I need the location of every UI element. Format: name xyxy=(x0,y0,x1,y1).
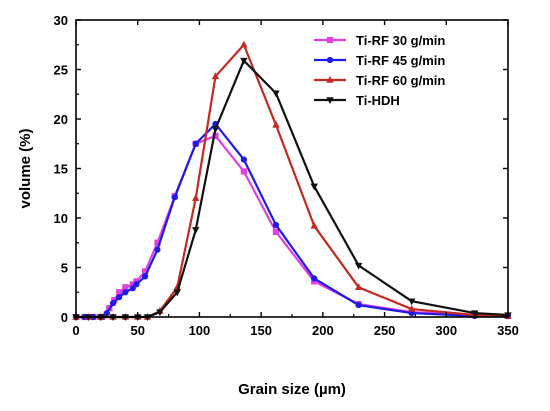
y-tick-label: 5 xyxy=(61,261,68,276)
data-point xyxy=(192,227,200,234)
series-ti-rf-30-g-min xyxy=(72,132,512,321)
data-point xyxy=(171,194,178,201)
data-point xyxy=(240,40,248,48)
x-axis-title: Grain size (µm) xyxy=(238,381,346,398)
y-tick-label: 30 xyxy=(54,13,68,28)
legend-item: Ti-RF 30 g/min xyxy=(314,33,445,48)
data-point xyxy=(272,221,280,229)
data-point xyxy=(211,126,220,133)
data-point xyxy=(122,289,129,296)
data-point xyxy=(354,283,363,291)
x-tick-label: 250 xyxy=(374,323,396,338)
data-point xyxy=(129,285,136,292)
legend-label: Ti-RF 60 g/min xyxy=(356,73,445,88)
data-point xyxy=(240,168,247,175)
y-tick-label: 25 xyxy=(54,63,68,78)
data-point xyxy=(272,120,280,128)
data-point xyxy=(354,262,363,270)
data-point xyxy=(133,281,140,288)
y-tick-label: 20 xyxy=(54,112,68,127)
series-line xyxy=(76,122,508,319)
data-point xyxy=(355,302,362,309)
data-point xyxy=(192,194,200,201)
data-point xyxy=(272,90,280,98)
legend: Ti-RF 30 g/min Ti-RF 45 g/min Ti-RF 60 g/m… xyxy=(314,33,445,108)
data-point xyxy=(142,273,149,280)
data-point xyxy=(156,309,164,317)
legend-marker xyxy=(326,56,334,64)
data-point xyxy=(109,300,117,307)
series-layer xyxy=(72,40,512,322)
x-tick-label: 150 xyxy=(250,323,272,338)
data-point xyxy=(470,310,479,318)
x-tick-label: 50 xyxy=(130,323,144,338)
y-axis-title: volume (%) xyxy=(17,128,34,208)
data-point xyxy=(173,289,181,297)
legend-marker xyxy=(326,75,334,83)
data-point xyxy=(310,183,318,191)
data-point xyxy=(311,275,318,282)
legend-marker xyxy=(326,97,334,105)
series-line xyxy=(76,59,509,319)
legend-item: Ti-HDH xyxy=(314,93,400,108)
data-point xyxy=(240,156,247,163)
series-ti-rf-45-g-min xyxy=(72,120,512,321)
data-point xyxy=(154,246,161,253)
legend-label: Ti-RF 45 g/min xyxy=(356,53,445,68)
x-tick-label: 200 xyxy=(312,323,334,338)
x-tick-label: 300 xyxy=(435,323,457,338)
y-tick-label: 10 xyxy=(54,211,68,226)
data-point xyxy=(310,221,318,229)
x-tick-label: 0 xyxy=(72,323,79,338)
data-point xyxy=(240,57,248,65)
data-point xyxy=(211,72,220,80)
legend-label: Ti-HDH xyxy=(356,93,400,108)
ticks-layer: 0 50 100 150 200 250 300 350 0 5 10 15 20 25 30 xyxy=(54,13,519,338)
legend-marker xyxy=(326,36,334,44)
y-tick-label: 0 xyxy=(61,310,68,325)
legend-item: Ti-RF 45 g/min xyxy=(314,53,445,68)
y-tick-label: 15 xyxy=(54,162,68,177)
data-point xyxy=(408,305,416,312)
x-tick-label: 100 xyxy=(189,323,211,338)
data-point xyxy=(408,298,416,306)
data-point xyxy=(116,294,123,301)
legend-label: Ti-RF 30 g/min xyxy=(356,33,445,48)
data-point xyxy=(272,228,280,235)
data-point xyxy=(192,140,199,147)
legend-item: Ti-RF 60 g/min xyxy=(314,73,445,88)
series-line xyxy=(76,134,509,319)
x-tick-label: 350 xyxy=(497,323,519,338)
